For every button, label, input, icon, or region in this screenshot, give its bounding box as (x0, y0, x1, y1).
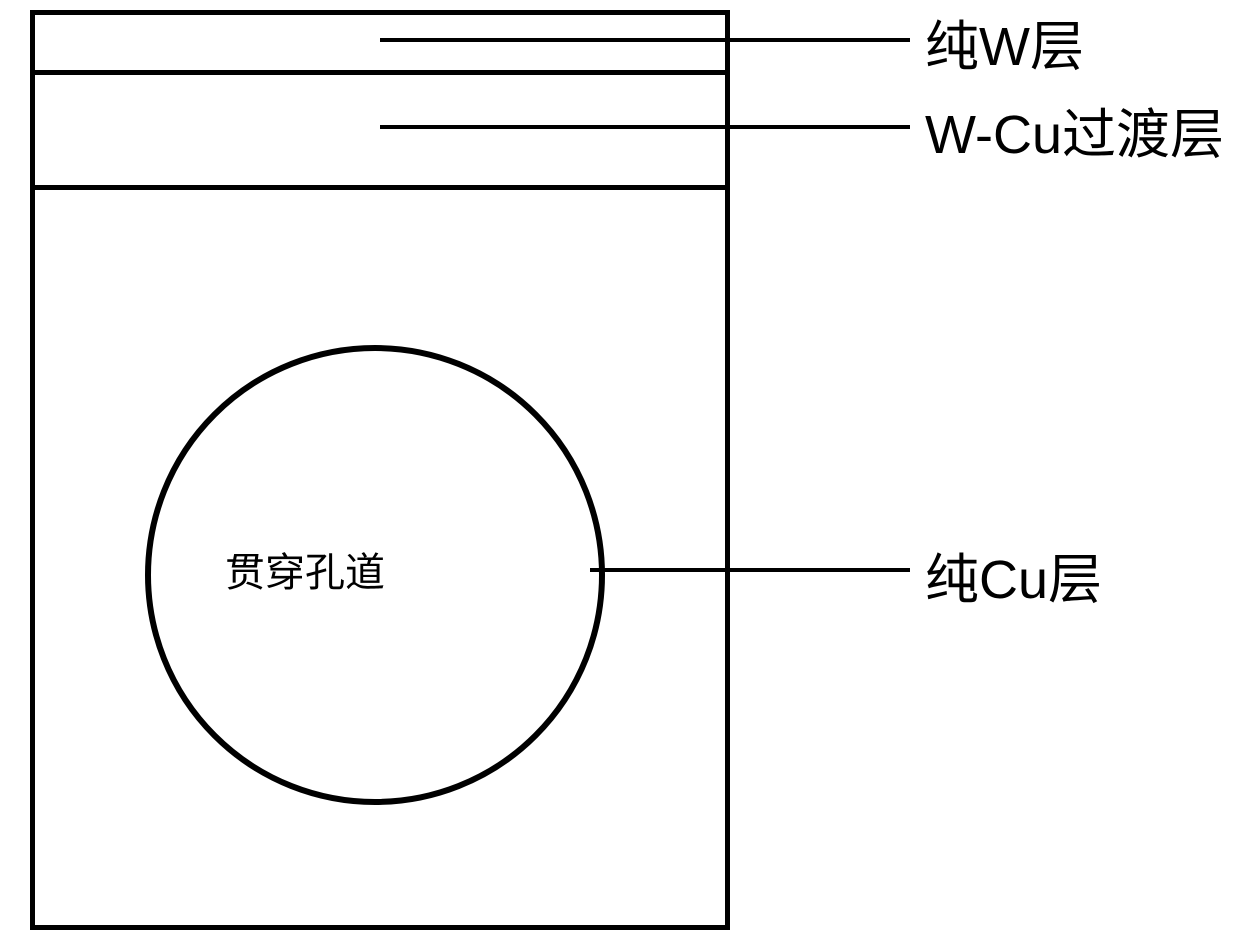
label-pure-w: 纯W层 (925, 2, 1084, 81)
label-pure-cu: 纯Cu层 (925, 535, 1102, 614)
through-hole-label: 贯穿孔道 (225, 540, 385, 598)
leader-line-wcu (380, 125, 910, 129)
leader-line-w (380, 38, 910, 42)
diagram-container: 贯穿孔道 (30, 10, 730, 930)
leader-line-cu (590, 568, 910, 572)
layer-divider-wcu (35, 185, 725, 190)
layer-divider-w (35, 70, 725, 75)
label-w-cu-transition: W-Cu过渡层 (925, 90, 1224, 169)
